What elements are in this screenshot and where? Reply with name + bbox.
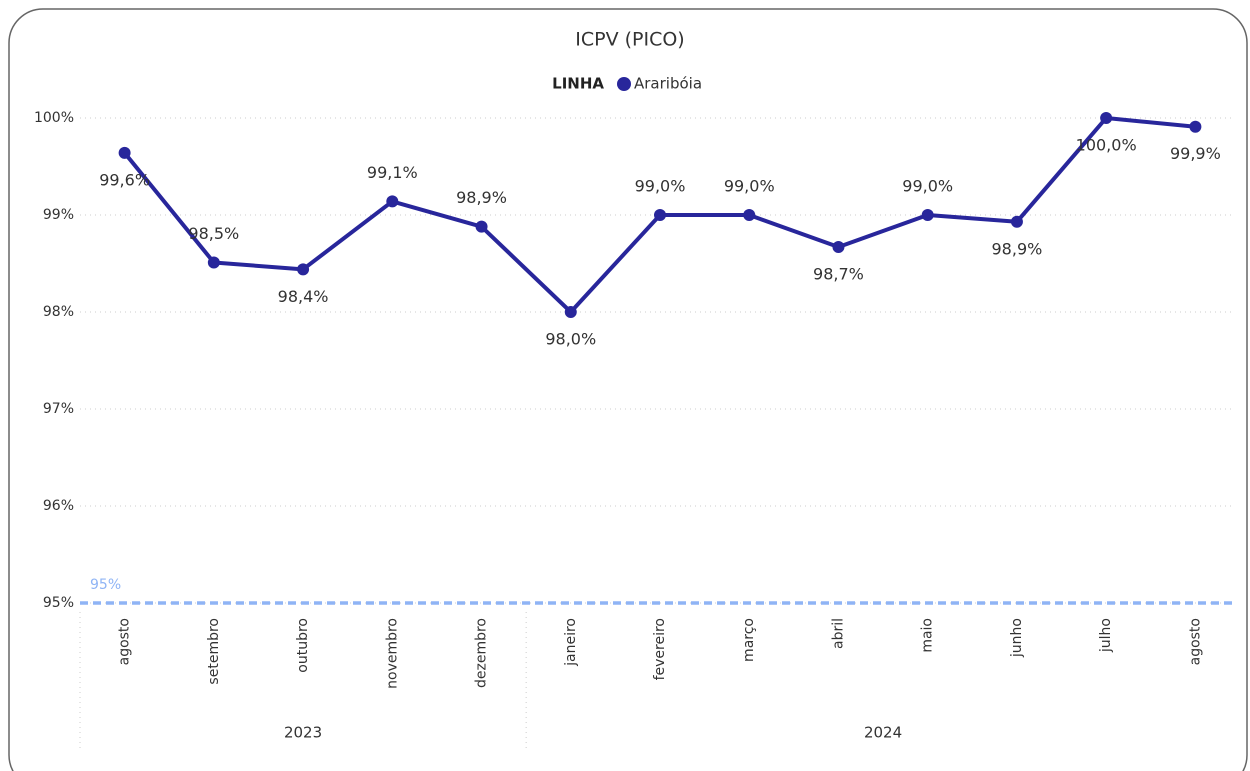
data-label: 98,9% [992,239,1043,258]
data-point [654,209,666,221]
data-label: 99,0% [635,177,686,196]
data-point [118,146,131,159]
data-point [743,209,756,221]
x-tick-label: fevereiro [652,618,668,680]
x-tick-label: setembro [206,618,222,685]
x-tick-label: outubro [295,618,311,673]
data-point [297,263,310,276]
reference-label: 95% [90,577,121,593]
x-tick-label: abril [830,618,846,649]
chart-title: ICPV (PICO) [575,29,684,51]
data-label: 98,7% [813,265,864,284]
data-label: 99,6% [99,170,150,189]
x-tick-label: março [741,618,757,662]
data-point [207,256,220,269]
data-label: 100,0% [1076,136,1137,155]
y-tick-label: 99% [43,207,74,223]
y-tick-label: 98% [43,304,74,320]
data-label: 99,0% [902,177,953,196]
legend-title: LINHA [552,75,604,93]
x-tick-label: novembro [384,618,400,689]
data-point [1100,112,1113,124]
data-point [386,195,399,208]
x-tick-label: dezembro [474,618,490,688]
data-point [1189,120,1202,133]
x-tick-label: agosto [1187,618,1203,665]
data-point [921,209,934,221]
data-label: 99,9% [1170,144,1221,163]
x-group-label: 2024 [864,724,902,742]
data-label: 98,4% [278,287,329,306]
data-label: 98,0% [545,330,596,349]
x-tick-label: maio [920,618,936,653]
x-tick-label: junho [1009,618,1025,658]
legend-label: Araribóia [634,75,702,93]
x-tick-label: janeiro [563,618,579,667]
data-point [832,241,845,254]
data-point [475,220,488,233]
data-point [1010,215,1023,228]
data-label: 99,1% [367,163,418,182]
data-label: 99,0% [724,177,775,196]
card-border [8,8,1248,771]
data-point [564,306,577,318]
x-tick-label: julho [1098,618,1114,653]
x-group-label: 2023 [284,724,322,742]
y-tick-label: 96% [43,498,74,514]
y-tick-label: 95% [43,595,74,611]
x-tick-label: agosto [117,618,133,665]
data-label: 98,5% [188,224,239,243]
data-label: 98,9% [456,188,507,207]
y-tick-label: 100% [34,110,74,126]
y-tick-label: 97% [43,401,74,417]
legend-marker [617,77,631,91]
